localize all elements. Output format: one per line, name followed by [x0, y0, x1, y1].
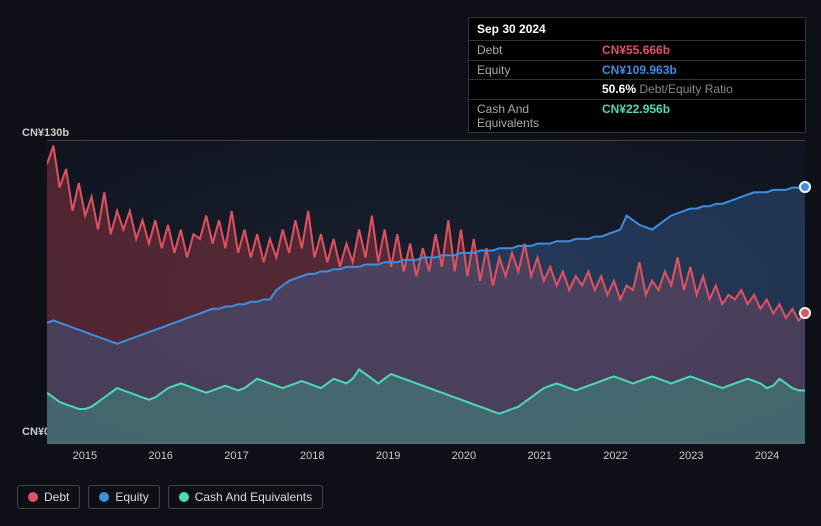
x-axis-label: 2022 — [578, 450, 654, 462]
x-axis-label: 2020 — [426, 450, 502, 462]
legend-swatch-icon — [99, 492, 109, 502]
x-axis-label: 2019 — [350, 450, 426, 462]
x-axis-labels: 2015201620172018201920202021202220232024 — [47, 450, 805, 462]
tooltip-row-label: Debt — [469, 41, 594, 59]
tooltip-row-value: CN¥109.963b — [594, 61, 685, 79]
chart-plot-area[interactable] — [47, 140, 805, 443]
chart-svg — [47, 141, 805, 444]
x-axis-label: 2024 — [729, 450, 805, 462]
x-axis-label: 2018 — [274, 450, 350, 462]
legend-item-cash-and-equivalents[interactable]: Cash And Equivalents — [168, 485, 323, 509]
tooltip-row: 50.6% Debt/Equity Ratio — [469, 80, 805, 99]
tooltip-row-label: Equity — [469, 61, 594, 79]
y-axis-label: CN¥130b — [22, 127, 69, 139]
x-axis-label: 2016 — [123, 450, 199, 462]
tooltip-row-label — [469, 80, 594, 98]
tooltip-row-value: 50.6% Debt/Equity Ratio — [594, 80, 741, 98]
equity-end-marker — [799, 181, 811, 193]
tooltip-row-label: Cash And Equivalents — [469, 100, 594, 133]
tooltip-row: Cash And EquivalentsCN¥22.956b — [469, 100, 805, 133]
debt-end-marker — [799, 307, 811, 319]
legend-label: Cash And Equivalents — [195, 490, 312, 504]
x-axis-label: 2015 — [47, 450, 123, 462]
legend-item-debt[interactable]: Debt — [17, 485, 80, 509]
tooltip-row: EquityCN¥109.963b — [469, 61, 805, 80]
y-axis-label: CN¥0 — [22, 426, 50, 438]
legend-label: Equity — [115, 490, 148, 504]
chart-container: Sep 30 2024 DebtCN¥55.666bEquityCN¥109.9… — [0, 0, 821, 526]
legend-swatch-icon — [179, 492, 189, 502]
legend-swatch-icon — [28, 492, 38, 502]
x-axis-label: 2021 — [502, 450, 578, 462]
legend-label: Debt — [44, 490, 69, 504]
tooltip-row: DebtCN¥55.666b — [469, 41, 805, 60]
x-axis-label: 2017 — [199, 450, 275, 462]
legend-item-equity[interactable]: Equity — [88, 485, 159, 509]
tooltip-row-value: CN¥22.956b — [594, 100, 678, 133]
tooltip-row-value: CN¥55.666b — [594, 41, 678, 59]
tooltip-date: Sep 30 2024 — [469, 18, 805, 41]
chart-legend: Debt Equity Cash And Equivalents — [17, 485, 323, 509]
data-tooltip: Sep 30 2024 DebtCN¥55.666bEquityCN¥109.9… — [468, 17, 806, 133]
x-axis-label: 2023 — [653, 450, 729, 462]
